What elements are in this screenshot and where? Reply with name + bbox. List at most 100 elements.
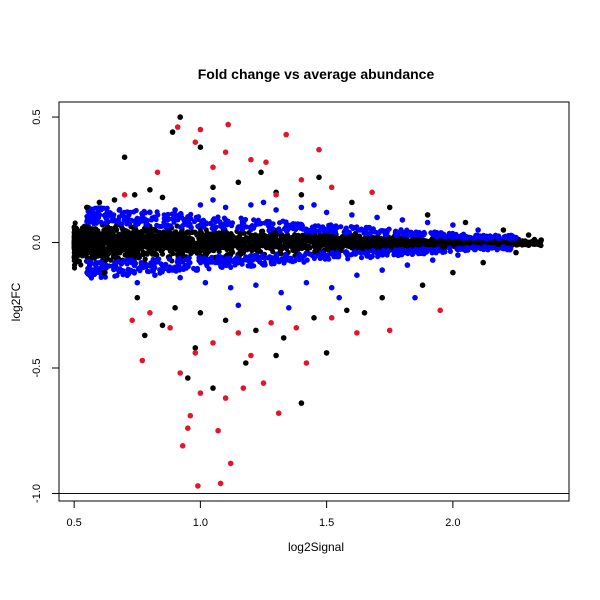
data-point <box>354 272 360 279</box>
data-point <box>204 263 210 269</box>
data-point <box>163 245 169 251</box>
data-point <box>428 230 434 236</box>
data-point <box>291 226 297 232</box>
data-point <box>470 235 476 241</box>
chart-title: Fold change vs average abundance <box>198 66 435 82</box>
data-point <box>131 262 137 268</box>
data-point <box>167 223 173 229</box>
data-point <box>496 239 502 245</box>
data-point <box>475 227 481 233</box>
data-point <box>248 352 254 359</box>
data-point <box>263 159 269 165</box>
data-point <box>298 192 305 198</box>
data-point <box>275 410 282 417</box>
data-point <box>142 332 148 339</box>
data-point <box>102 258 109 264</box>
data-point <box>178 210 184 217</box>
data-point <box>172 234 178 241</box>
data-point <box>73 244 79 250</box>
data-point <box>462 219 469 226</box>
x-tick-label: 1.5 <box>319 517 334 529</box>
data-point <box>378 228 384 234</box>
data-point <box>139 218 145 224</box>
data-point <box>328 284 335 291</box>
data-point <box>361 310 368 316</box>
data-point <box>270 221 276 227</box>
data-point <box>377 236 383 242</box>
data-point <box>475 239 481 246</box>
data-point <box>173 213 179 219</box>
data-point <box>318 238 324 244</box>
data-point <box>349 199 355 206</box>
data-point <box>101 269 108 276</box>
data-point <box>287 238 293 244</box>
data-point <box>538 237 544 243</box>
data-point <box>227 258 233 264</box>
data-point <box>326 256 332 262</box>
data-point <box>169 211 175 217</box>
data-point <box>136 255 142 261</box>
data-point <box>404 262 411 268</box>
data-point <box>108 257 114 263</box>
data-point <box>177 274 183 281</box>
data-point <box>248 202 254 208</box>
data-point <box>172 207 178 213</box>
data-point <box>390 236 397 243</box>
data-point <box>429 257 436 263</box>
data-point <box>91 245 97 251</box>
data-point <box>243 360 249 366</box>
data-point <box>513 234 519 241</box>
data-point <box>107 231 113 237</box>
data-point <box>111 232 117 238</box>
data-point <box>76 235 82 241</box>
data-point <box>131 192 138 198</box>
data-point <box>177 224 184 230</box>
data-point <box>135 266 141 272</box>
data-point <box>332 238 338 244</box>
data-point <box>175 256 181 262</box>
data-point <box>167 245 173 251</box>
data-point <box>402 229 408 235</box>
data-point <box>91 227 98 233</box>
data-point <box>129 317 135 324</box>
data-point <box>253 282 259 289</box>
data-point <box>324 233 330 239</box>
data-point <box>323 350 330 356</box>
data-point <box>111 239 117 245</box>
data-point <box>205 234 211 240</box>
data-point <box>382 231 388 237</box>
data-point <box>258 169 264 176</box>
data-point <box>176 246 182 252</box>
x-tick-label: 2.0 <box>445 517 460 529</box>
data-point <box>344 307 350 314</box>
data-point <box>155 258 161 264</box>
data-point <box>450 222 456 228</box>
data-point <box>455 252 461 258</box>
data-point <box>143 228 149 234</box>
data-point <box>202 279 209 286</box>
data-point <box>101 227 107 233</box>
data-point <box>141 240 147 246</box>
series-1 <box>96 197 519 311</box>
data-point <box>513 249 519 256</box>
data-point <box>278 256 284 262</box>
data-point <box>405 250 411 257</box>
data-point <box>161 212 167 218</box>
data-point <box>175 217 181 223</box>
data-point <box>260 380 267 386</box>
data-point <box>188 224 194 231</box>
y-axis: -1.0 -0.5 0.0 0.5 <box>31 109 60 503</box>
data-point <box>222 317 229 324</box>
data-point <box>495 234 502 240</box>
data-point <box>448 234 455 240</box>
data-point <box>242 241 248 247</box>
data-point <box>474 232 480 238</box>
data-point <box>185 375 191 381</box>
data-point <box>345 256 351 262</box>
data-point <box>147 209 153 216</box>
data-point <box>500 227 507 233</box>
data-point <box>210 385 216 391</box>
data-point <box>189 240 195 246</box>
data-point <box>86 258 92 265</box>
data-point <box>111 197 118 203</box>
